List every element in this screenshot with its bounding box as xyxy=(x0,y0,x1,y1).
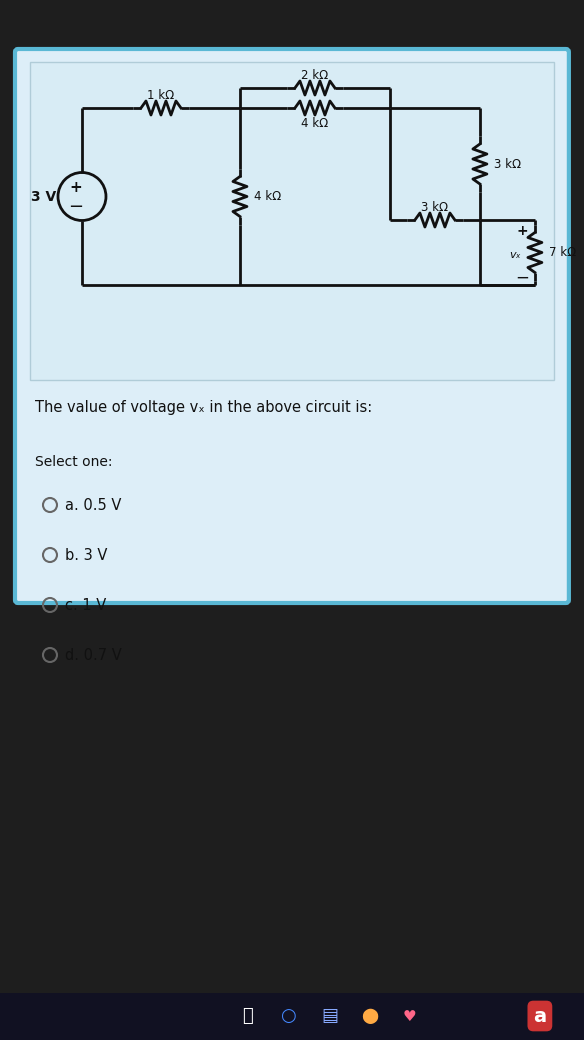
FancyBboxPatch shape xyxy=(30,62,554,380)
Text: vₓ: vₓ xyxy=(509,250,521,260)
Text: ⧉: ⧉ xyxy=(242,1007,253,1025)
Text: 4 kΩ: 4 kΩ xyxy=(254,190,281,203)
Text: 4 kΩ: 4 kΩ xyxy=(301,116,329,130)
Text: a. 0.5 V: a. 0.5 V xyxy=(65,497,121,513)
Text: +: + xyxy=(516,224,528,237)
Text: −: − xyxy=(515,268,529,286)
Text: 2 kΩ: 2 kΩ xyxy=(301,69,329,81)
Text: ⬤: ⬤ xyxy=(361,1009,378,1023)
Text: 3 V: 3 V xyxy=(32,189,57,204)
Text: ○: ○ xyxy=(280,1007,296,1025)
Text: 3 kΩ: 3 kΩ xyxy=(421,201,449,213)
Text: a: a xyxy=(533,1007,547,1025)
Text: 7 kΩ: 7 kΩ xyxy=(549,246,576,259)
Text: The value of voltage vₓ in the above circuit is:: The value of voltage vₓ in the above cir… xyxy=(35,400,372,415)
Text: b. 3 V: b. 3 V xyxy=(65,547,107,563)
Text: c. 1 V: c. 1 V xyxy=(65,598,106,613)
FancyBboxPatch shape xyxy=(15,49,569,603)
Text: 1 kΩ: 1 kΩ xyxy=(147,88,175,102)
Text: Select one:: Select one: xyxy=(35,456,113,469)
FancyBboxPatch shape xyxy=(0,993,584,1040)
Text: +: + xyxy=(69,180,82,196)
Text: −: − xyxy=(68,198,84,215)
Text: d. 0.7 V: d. 0.7 V xyxy=(65,648,121,662)
Text: ♥: ♥ xyxy=(403,1009,417,1023)
Text: ▤: ▤ xyxy=(321,1007,339,1025)
Text: 3 kΩ: 3 kΩ xyxy=(494,157,521,171)
